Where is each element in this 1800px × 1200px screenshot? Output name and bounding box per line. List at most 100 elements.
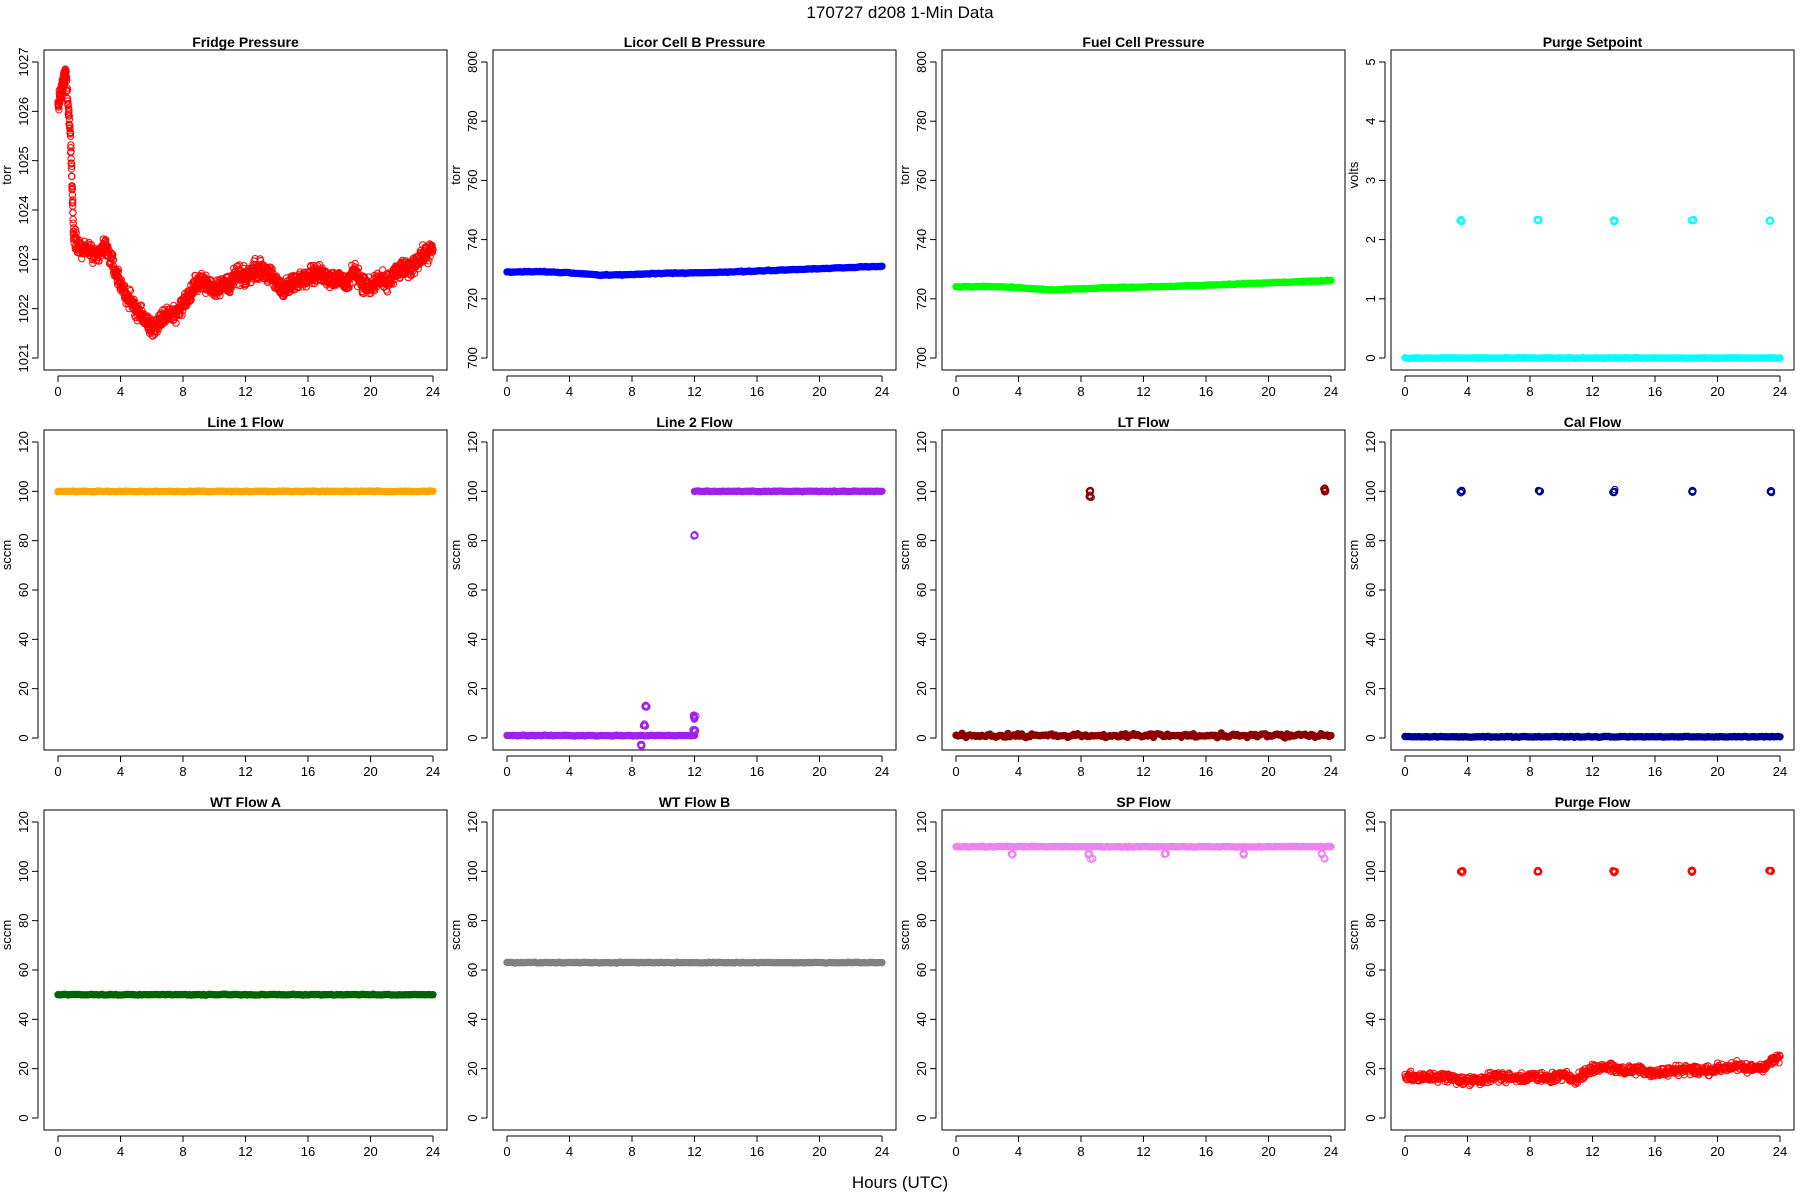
x-tick-label: 24 [426, 1144, 440, 1159]
panel-title: WT Flow A [210, 794, 281, 810]
data-point [68, 172, 76, 181]
x-tick-label: 8 [179, 1144, 186, 1159]
x-tick-label: 16 [1199, 1144, 1213, 1159]
y-axis-label: volts [1346, 161, 1361, 188]
data-point [172, 319, 180, 327]
x-tick-label: 8 [628, 384, 635, 399]
plot-frame [1390, 429, 1795, 751]
x-tick-label: 4 [1015, 1144, 1022, 1159]
data-point [65, 108, 73, 116]
y-tick-label: 100 [16, 480, 31, 502]
x-tick-label: 24 [875, 384, 889, 399]
data-point [126, 287, 135, 295]
x-tick-label: 8 [179, 384, 186, 399]
panel-title: SP Flow [1116, 794, 1170, 810]
data-point [120, 281, 129, 289]
figure-xlabel: Hours (UTC) [852, 1173, 948, 1192]
x-tick-label: 8 [1526, 764, 1533, 779]
x-tick-label: 0 [952, 1144, 959, 1159]
x-tick-label: 0 [1401, 764, 1408, 779]
panel-title: Line 1 Flow [207, 414, 283, 430]
y-axis-label: torr [897, 165, 912, 185]
data-point [429, 245, 437, 254]
x-tick-label: 24 [1324, 764, 1338, 779]
y-tick-label: 720 [914, 288, 929, 310]
x-tick-label: 16 [750, 764, 764, 779]
y-tick-label: 80 [1363, 913, 1378, 927]
data-points [503, 487, 886, 750]
y-axis-label: sccm [448, 540, 463, 570]
x-tick-label: 20 [363, 384, 377, 399]
y-axis-label: torr [448, 165, 463, 185]
x-tick-label: 0 [952, 764, 959, 779]
y-tick-label: 80 [914, 533, 929, 547]
y-tick-label: 0 [1363, 1114, 1378, 1121]
data-point [175, 311, 183, 320]
x-tick-label: 20 [812, 764, 826, 779]
y-tick-label: 1022 [16, 294, 31, 323]
x-tick-label: 4 [1015, 764, 1022, 779]
y-tick-label: 40 [1363, 1012, 1378, 1026]
data-point [69, 215, 77, 224]
y-tick-label: 80 [465, 533, 480, 547]
plot-frame [43, 429, 448, 751]
x-tick-label: 16 [301, 384, 315, 399]
data-point [68, 198, 77, 206]
data-point [65, 112, 74, 120]
y-tick-label: 20 [914, 681, 929, 695]
y-tick-label: 780 [914, 110, 929, 132]
x-tick-label: 20 [1261, 384, 1275, 399]
plot-frame [492, 49, 897, 371]
y-tick-label: 780 [465, 110, 480, 132]
y-tick-label: 120 [16, 431, 31, 453]
data-points [54, 990, 437, 999]
data-point [70, 224, 78, 232]
data-point [67, 165, 76, 173]
x-tick-label: 16 [750, 384, 764, 399]
data-point [62, 74, 71, 82]
y-axis-label: sccm [897, 540, 912, 570]
panel-title: Licor Cell B Pressure [624, 34, 766, 50]
y-tick-label: 1021 [16, 344, 31, 373]
x-tick-label: 4 [566, 1144, 573, 1159]
data-point [67, 155, 75, 163]
data-points [1401, 485, 1784, 741]
data-point [69, 209, 77, 217]
panel-title: Line 2 Flow [656, 414, 732, 430]
y-tick-label: 80 [914, 913, 929, 927]
y-tick-label: 0 [16, 1114, 31, 1121]
data-point [383, 288, 392, 296]
x-tick-label: 8 [1526, 1144, 1533, 1159]
data-point [69, 219, 77, 227]
x-tick-label: 4 [1464, 764, 1471, 779]
y-tick-label: 100 [914, 860, 929, 882]
data-point [429, 487, 437, 495]
x-tick-label: 20 [363, 764, 377, 779]
y-tick-label: 20 [1363, 681, 1378, 695]
x-tick-label: 0 [1401, 384, 1408, 399]
data-point [351, 259, 359, 268]
panel-title: Fridge Pressure [192, 34, 299, 50]
x-tick-label: 4 [117, 1144, 124, 1159]
y-tick-label: 80 [465, 913, 480, 927]
x-tick-label: 24 [875, 764, 889, 779]
y-tick-label: 100 [914, 480, 929, 502]
y-tick-label: 740 [914, 229, 929, 251]
x-tick-label: 12 [687, 1144, 701, 1159]
plot-frame [941, 49, 1346, 371]
y-tick-label: 800 [465, 51, 480, 73]
y-tick-label: 100 [465, 480, 480, 502]
y-tick-label: 4 [1363, 118, 1378, 125]
x-tick-label: 12 [1136, 384, 1150, 399]
data-points [503, 958, 886, 967]
data-point [1327, 276, 1335, 285]
